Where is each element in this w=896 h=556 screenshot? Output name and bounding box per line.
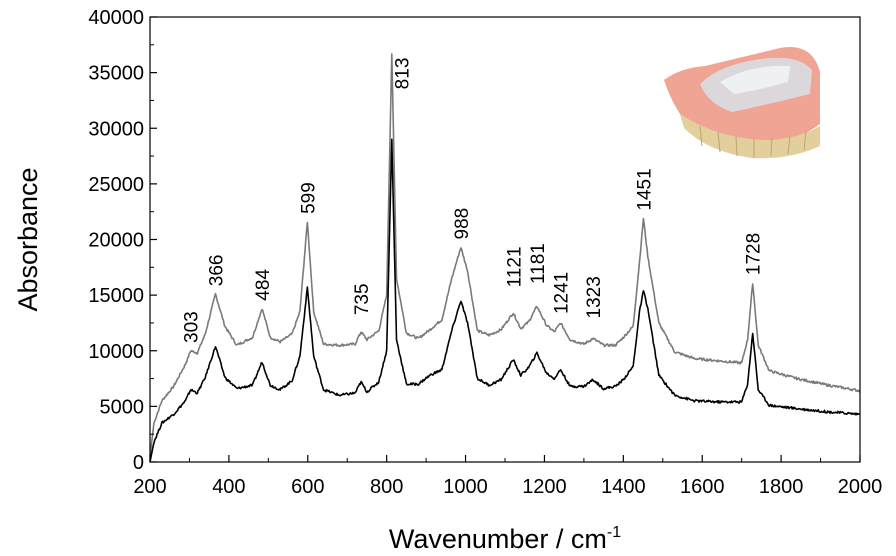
peak-label-1728: 1728 (744, 233, 765, 275)
denture-photo (664, 47, 820, 159)
teeth-gaps (699, 125, 807, 158)
y-tick-label: 40000 (88, 7, 144, 29)
y-axis-title: Absorbance (13, 167, 43, 311)
peak-label-1323: 1323 (584, 276, 605, 318)
peak-label-1181: 1181 (528, 243, 549, 284)
x-tick-label: 1200 (522, 476, 567, 498)
peak-label-366: 366 (206, 255, 227, 287)
x-tick-label: 1000 (443, 476, 488, 498)
peak-label-988: 988 (452, 208, 473, 240)
x-tick-label: 200 (133, 476, 166, 498)
x-tick-label: 1600 (680, 476, 725, 498)
x-tick-label: 1400 (601, 476, 646, 498)
y-tick-label: 15000 (88, 285, 144, 307)
y-tick-label: 30000 (88, 118, 144, 140)
denture-teeth (680, 114, 820, 159)
peak-label-1121: 1121 (504, 246, 525, 287)
series-line-1 (149, 53, 861, 457)
peak-label-735: 735 (352, 283, 373, 315)
y-tick-label: 20000 (88, 230, 144, 252)
y-tick-label: 5000 (100, 396, 145, 418)
y-tick-label: 35000 (88, 63, 144, 85)
y-tick-label: 10000 (88, 341, 144, 363)
peak-label-813: 813 (393, 58, 414, 90)
x-axis-title: Wavenumber / cm-1 (389, 524, 621, 554)
peak-label-484: 484 (253, 269, 274, 301)
x-tick-label: 2000 (838, 476, 883, 498)
series-line-2 (149, 138, 861, 463)
x-tick-label: 600 (291, 476, 324, 498)
peak-label-303: 303 (182, 311, 203, 343)
y-tick-label: 0 (133, 452, 144, 474)
denture-palate-highlight (720, 65, 790, 94)
peak-label-1451: 1451 (634, 168, 655, 210)
x-tick-label: 800 (370, 476, 403, 498)
x-tick-label: 400 (212, 476, 245, 498)
peak-label-1241: 1241 (552, 272, 573, 314)
peak-label-599: 599 (298, 182, 319, 214)
y-tick-label: 25000 (88, 174, 144, 196)
x-tick-label: 1800 (759, 476, 804, 498)
